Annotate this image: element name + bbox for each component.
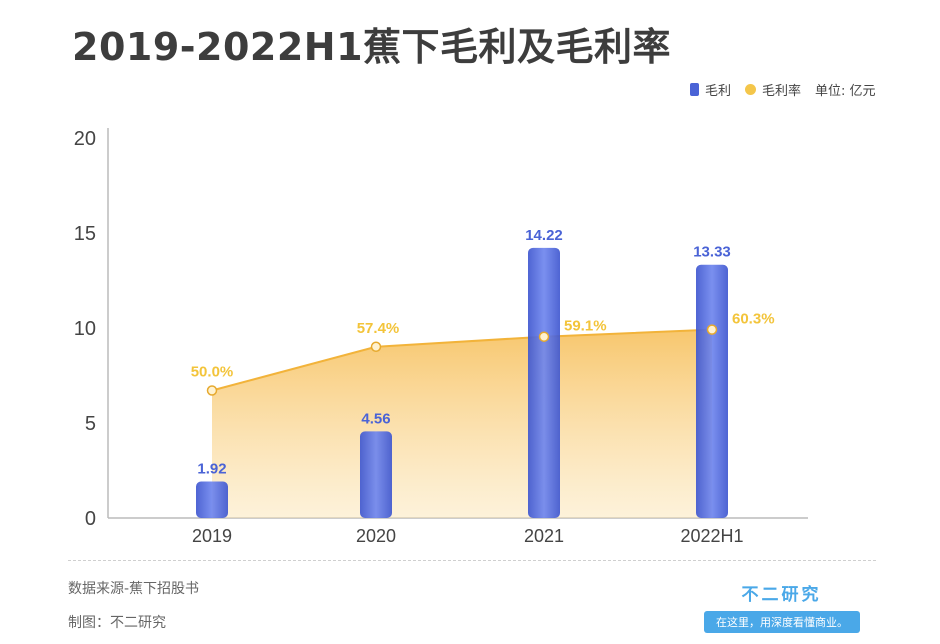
unit-label-text: 单位: 亿元 (815, 84, 876, 99)
y-tick-label: 5 (85, 413, 96, 435)
brand-tagline: 在这里，用深度看懂商业。 (704, 611, 860, 633)
rate-value-label: 59.1% (564, 318, 607, 335)
legend-line-swatch (745, 84, 757, 95)
rate-point (370, 341, 382, 353)
brand-name: 不二研究 (741, 585, 822, 605)
rate-line (211, 328, 713, 392)
x-tick-label: 2022H1 (680, 526, 743, 546)
x-tick-label: 2020 (356, 526, 396, 546)
y-tick-label: 20 (74, 128, 96, 150)
legend-bar-swatch (690, 83, 699, 96)
source-note: 数据来源-蕉下招股书 (68, 581, 200, 597)
bar (528, 247, 560, 518)
rate-area (212, 329, 712, 518)
legend-item-bar: 毛利 (690, 80, 731, 99)
x-tick-label: 2019 (192, 526, 232, 546)
rate-point (206, 385, 218, 396)
bar-value-label: 14.22 (525, 227, 563, 244)
rate-value-label: 60.3% (732, 311, 775, 328)
rate-point (538, 331, 550, 342)
bar-value-label: 1.92 (197, 461, 226, 478)
unit-label: 单位: 亿元 (815, 80, 876, 99)
y-tick-label: 0 (85, 508, 96, 530)
bar-value-label: 13.33 (693, 244, 731, 261)
maker-note: 制图：不二研究 (68, 615, 166, 631)
bar-value-label: 4.56 (361, 410, 390, 427)
rate-value-label: 50.0% (191, 364, 234, 381)
legend-bar-label: 毛利 (705, 84, 732, 99)
chart-title: 2019-2022H1蕉下毛利及毛利率 (72, 25, 672, 69)
legend: 毛利 毛利率 单位: 亿元 (690, 80, 890, 99)
rate-point (706, 324, 718, 335)
legend-item-line: 毛利率 (745, 80, 801, 99)
y-tick-label: 15 (74, 223, 96, 245)
legend-line-label: 毛利率 (762, 84, 802, 99)
bar (196, 481, 228, 518)
y-tick-label: 10 (74, 318, 96, 340)
bar (360, 431, 392, 518)
footer-divider (68, 560, 876, 561)
brand-block: 不二研究 在这里，用深度看懂商业。 (704, 580, 860, 633)
bar (696, 264, 728, 518)
x-tick-label: 2021 (524, 526, 564, 546)
rate-value-label: 57.4% (357, 320, 400, 337)
